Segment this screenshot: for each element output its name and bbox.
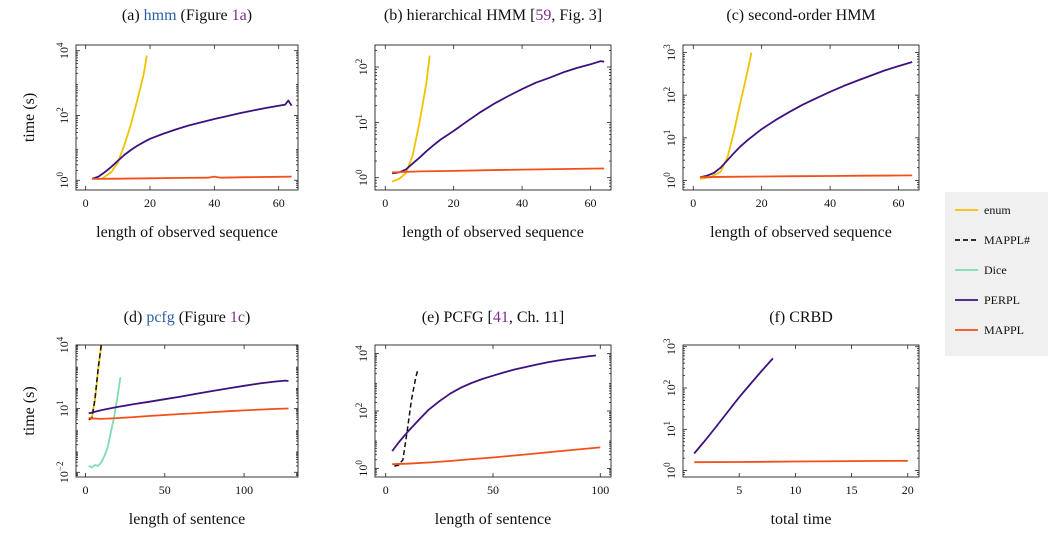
series-perpl-line bbox=[391, 60, 605, 175]
x-tick-label: 100 bbox=[235, 483, 253, 497]
series-group bbox=[699, 52, 913, 180]
series-group bbox=[91, 55, 293, 180]
chart-title: (e) PCFG [41, Ch. 11] bbox=[422, 309, 565, 326]
legend-label-mappl_hash: MAPPL# bbox=[984, 233, 1030, 247]
chart-title: (b) hierarchical HMM [59, Fig. 3] bbox=[384, 7, 602, 24]
y-tick-label: 100 bbox=[662, 462, 678, 479]
legend-label-dice: Dice bbox=[984, 263, 1007, 277]
series-mappl-line bbox=[392, 446, 601, 466]
series-perpl-line bbox=[699, 61, 913, 179]
y-tick-label: 100 bbox=[354, 460, 370, 477]
legend-label-mappl: MAPPL bbox=[984, 323, 1024, 337]
panel-e: (e) PCFG [41, Ch. 11] 0 50 100 100 102 104 leng… bbox=[354, 309, 612, 528]
y-tick-label: 101 bbox=[55, 400, 71, 417]
x-tick-label: 100 bbox=[591, 483, 609, 497]
plot-frame bbox=[75, 344, 299, 478]
y-tick-label: 104 bbox=[354, 345, 370, 362]
y-tick-label: 100 bbox=[55, 172, 71, 189]
x-axis-label: total time bbox=[771, 511, 832, 528]
x-tick-label: 50 bbox=[159, 483, 171, 497]
y-tick-label: 100 bbox=[662, 172, 678, 189]
y-tick-label: 102 bbox=[354, 403, 370, 420]
y-tick-label: 104 bbox=[55, 336, 71, 353]
x-axis-label: length of sentence bbox=[129, 511, 245, 528]
panel-b: (b) hierarchical HMM [59, Fig. 3] 0 20 40 60… bbox=[354, 7, 612, 241]
x-tick-label: 20 bbox=[144, 196, 156, 210]
series-mappl-line bbox=[392, 167, 605, 174]
legend-label-enum: enum bbox=[984, 203, 1011, 217]
plot-frame bbox=[374, 44, 612, 191]
y-tick-label: 101 bbox=[662, 130, 678, 147]
y-tick-label: 100 bbox=[354, 169, 370, 186]
x-tick-label: 50 bbox=[487, 483, 499, 497]
x-tick-label: 0 bbox=[383, 483, 389, 497]
panel-a: (a) hmm (Figure 1a) 0 20 40 60 100 102 104 lengt… bbox=[21, 7, 299, 241]
legend-box bbox=[945, 192, 1048, 356]
panel-f: (f) CRBD 5 10 15 20 100 101 102 103 total time bbox=[662, 309, 920, 528]
panel-c: (c) second-order HMM 0 20 40 60 100 101 102 103 l… bbox=[662, 7, 920, 241]
x-tick-label: 60 bbox=[273, 196, 285, 210]
series-mappl-line bbox=[694, 459, 908, 464]
y-tick-label: 101 bbox=[662, 421, 678, 438]
legend: enum MAPPL# Dice PERPL MAPPL bbox=[945, 192, 1048, 356]
series-group bbox=[88, 345, 289, 469]
series-mappl-line bbox=[92, 175, 292, 180]
series-group bbox=[391, 55, 605, 183]
x-axis-label: length of sentence bbox=[435, 511, 551, 528]
x-tick-label: 20 bbox=[902, 483, 914, 497]
x-tick-label: 0 bbox=[382, 196, 388, 210]
y-axis-label: time (s) bbox=[21, 93, 38, 142]
plot-frame bbox=[682, 44, 920, 191]
series-mappl-line bbox=[700, 174, 913, 179]
chart-title: (a) hmm (Figure 1a) bbox=[122, 7, 252, 24]
y-tick-label: 101 bbox=[354, 114, 370, 130]
x-tick-label: 60 bbox=[584, 196, 596, 210]
x-tick-label: 0 bbox=[690, 196, 696, 210]
series-perpl-line bbox=[88, 379, 289, 415]
series-perpl-line bbox=[91, 99, 293, 180]
legend-label-perpl: PERPL bbox=[984, 293, 1020, 307]
x-tick-label: 40 bbox=[516, 196, 528, 210]
x-tick-label: 15 bbox=[846, 483, 858, 497]
series-group bbox=[391, 354, 601, 467]
x-tick-label: 5 bbox=[736, 483, 742, 497]
y-tick-label: 103 bbox=[662, 44, 678, 61]
y-tick-label: 102 bbox=[354, 59, 370, 76]
series-group bbox=[693, 357, 908, 464]
x-tick-label: 0 bbox=[83, 483, 89, 497]
x-axis-label: length of observed sequence bbox=[96, 224, 278, 241]
x-tick-label: 40 bbox=[208, 196, 220, 210]
y-tick-label: 102 bbox=[662, 380, 678, 397]
y-tick-label: 103 bbox=[662, 338, 678, 355]
x-tick-label: 60 bbox=[892, 196, 904, 210]
plot-frame bbox=[682, 344, 920, 478]
x-tick-label: 0 bbox=[83, 196, 89, 210]
x-tick-label: 20 bbox=[756, 196, 768, 210]
x-tick-label: 40 bbox=[824, 196, 836, 210]
x-axis-label: length of observed sequence bbox=[710, 224, 892, 241]
y-tick-label: 102 bbox=[662, 87, 678, 104]
chart-title: (f) CRBD bbox=[769, 309, 833, 326]
series-mappl_hash-line bbox=[394, 369, 419, 467]
series-mappl-line bbox=[88, 407, 289, 420]
chart-title: (d) pcfg (Figure 1c) bbox=[124, 309, 251, 326]
series-enum-line bbox=[101, 55, 148, 180]
x-tick-label: 10 bbox=[789, 483, 801, 497]
y-tick-label: 104 bbox=[55, 42, 71, 59]
series-enum-line bbox=[699, 52, 753, 180]
y-axis-label: time (s) bbox=[21, 386, 38, 435]
series-mappl_hash-line bbox=[88, 345, 103, 421]
panel-d: (d) pcfg (Figure 1c) 0 50 100 10−2 101 104 leng… bbox=[21, 309, 299, 528]
plot-frame bbox=[75, 44, 299, 191]
y-tick-label: 10−2 bbox=[55, 462, 71, 484]
y-tick-label: 102 bbox=[55, 107, 71, 124]
series-dice-line bbox=[88, 377, 122, 469]
x-tick-label: 20 bbox=[448, 196, 460, 210]
series-perpl-line bbox=[391, 354, 597, 452]
chart-title: (c) second-order HMM bbox=[726, 7, 875, 24]
series-enum-line bbox=[391, 55, 431, 183]
series-perpl-line bbox=[693, 357, 774, 455]
x-axis-label: length of observed sequence bbox=[402, 224, 584, 241]
